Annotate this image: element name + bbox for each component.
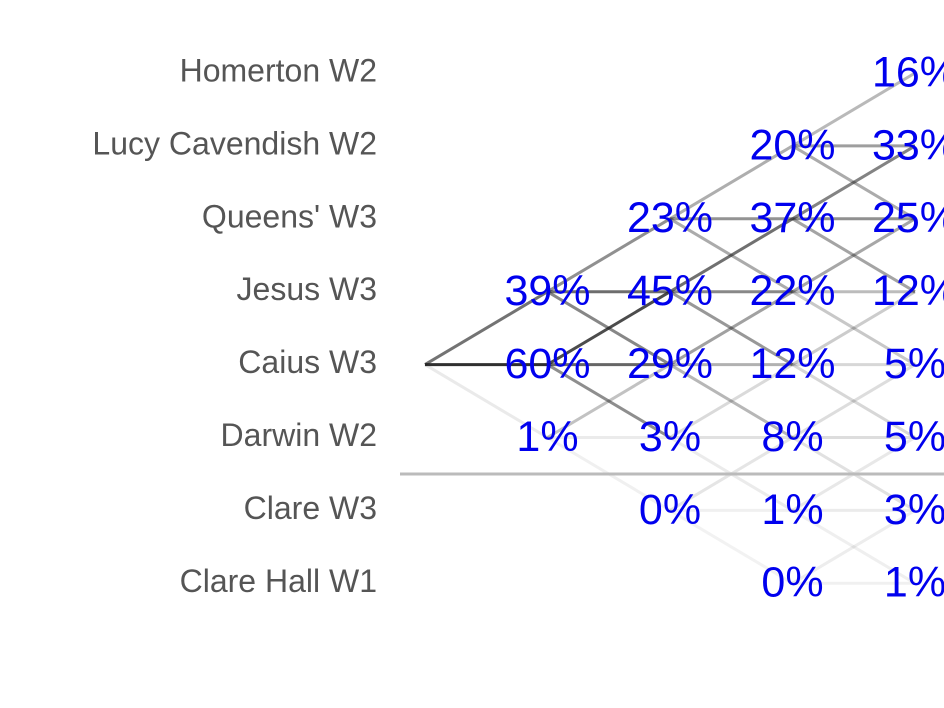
transition-line xyxy=(424,363,549,439)
transition-line xyxy=(791,217,916,293)
crew-label: Clare Hall W1 xyxy=(180,563,377,599)
probability-label: 3% xyxy=(639,413,701,461)
crew-label: Caius W3 xyxy=(238,344,377,380)
probability-label: 20% xyxy=(749,121,835,169)
crew-label: Jesus W3 xyxy=(237,271,377,307)
transition-line xyxy=(791,217,916,293)
transition-line xyxy=(669,217,794,293)
probability-label: 5% xyxy=(884,413,944,461)
transition-line xyxy=(791,290,916,366)
probability-label: 16% xyxy=(872,48,944,96)
probability-label: 12% xyxy=(749,340,835,388)
probability-label: 29% xyxy=(627,340,713,388)
crew-label: Clare W3 xyxy=(244,490,377,526)
transition-line xyxy=(791,509,916,585)
probability-label: 22% xyxy=(749,267,835,315)
probability-label: 25% xyxy=(872,194,944,242)
transition-line xyxy=(791,71,916,148)
transition-line xyxy=(669,290,794,366)
transition-line xyxy=(669,144,794,221)
crew-label: Lucy Cavendish W2 xyxy=(92,125,377,161)
probability-label: 5% xyxy=(884,340,944,388)
transition-line xyxy=(669,290,794,366)
transition-line xyxy=(791,509,916,585)
transition-line xyxy=(546,363,671,439)
transition-line xyxy=(546,217,671,293)
probability-label: 39% xyxy=(504,267,590,315)
probability-label: 37% xyxy=(749,194,835,242)
transition-line xyxy=(546,363,671,439)
probability-label: 45% xyxy=(627,267,713,315)
transition-line xyxy=(669,363,794,439)
probability-label: 3% xyxy=(884,486,944,534)
probability-label: 33% xyxy=(872,121,944,169)
transition-line xyxy=(546,290,671,366)
transition-line xyxy=(791,144,916,221)
crew-label: Queens' W3 xyxy=(202,198,377,234)
probability-label: 23% xyxy=(627,194,713,242)
probability-label: 60% xyxy=(504,340,590,388)
probability-label: 1% xyxy=(761,486,823,534)
transition-line xyxy=(424,290,549,366)
crew-label: Darwin W2 xyxy=(221,417,377,453)
transition-line xyxy=(669,509,794,585)
probability-label: 8% xyxy=(761,413,823,461)
probability-label: 0% xyxy=(639,486,701,534)
transition-line xyxy=(791,363,916,439)
probability-label: 1% xyxy=(516,413,578,461)
probability-label: 12% xyxy=(872,267,944,315)
transition-line xyxy=(791,363,916,439)
transition-line xyxy=(669,363,794,439)
probability-label: 0% xyxy=(761,559,823,607)
probability-label: 1% xyxy=(884,559,944,607)
crew-label: Homerton W2 xyxy=(180,52,377,88)
transition-line xyxy=(791,290,916,366)
